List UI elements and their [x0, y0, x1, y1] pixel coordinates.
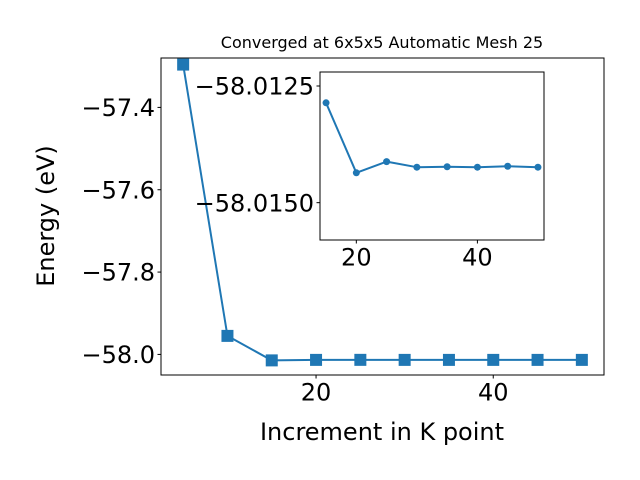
main-series-line [182, 64, 582, 362]
inset-data-point [443, 163, 451, 171]
inset-y-tick-label: −58.0150 [195, 189, 314, 217]
main-data-point [575, 353, 588, 366]
inset-data-point [473, 163, 481, 171]
main-data-point [265, 354, 278, 367]
main-y-tick-label: −57.6 [81, 176, 155, 204]
y-axis-label: Energy (eV) [32, 145, 60, 287]
main-data-point [310, 353, 323, 366]
inset-series [322, 99, 542, 177]
inset-series-line [325, 102, 538, 174]
main-data-point [398, 353, 411, 366]
main-y-tick-label: −57.4 [81, 94, 155, 122]
inset-data-point [383, 158, 391, 166]
main-axes: 20 40 −58.0 −57.8 −57.6 −57.4 Converged at 6x… [32, 33, 605, 446]
inset-x-tick-label: 20 [341, 243, 372, 271]
main-data-point [487, 353, 500, 366]
inset-plot-frame [319, 71, 545, 241]
main-ticks: 20 40 −58.0 −57.8 −57.6 −57.4 [81, 94, 508, 406]
main-y-tick-label: −57.8 [81, 259, 155, 287]
inset-y-tick-label: −58.0125 [195, 73, 314, 101]
main-plot-frame [160, 57, 605, 376]
main-data-point [531, 353, 544, 366]
main-x-tick-label: 20 [301, 378, 332, 406]
main-series [177, 58, 588, 367]
main-data-point [442, 353, 455, 366]
inset-data-point [413, 163, 421, 171]
inset-data-point [352, 169, 360, 177]
inset-ticks: 20 40 −58.0150 −58.0125 [195, 73, 493, 272]
inset-x-tick-label: 40 [462, 243, 493, 271]
inset-axes: 20 40 −58.0150 −58.0125 [195, 71, 545, 272]
main-x-tick-label: 40 [478, 378, 509, 406]
inset-data-point [504, 162, 512, 170]
main-data-point [177, 58, 190, 71]
inset-data-point [322, 99, 330, 107]
inset-background [320, 72, 544, 240]
main-y-tick-label: −58.0 [81, 341, 155, 369]
x-axis-label: Increment in K point [260, 418, 504, 446]
main-data-point [354, 353, 367, 366]
chart-title: Converged at 6x5x5 Automatic Mesh 25 [221, 33, 543, 52]
inset-data-point [534, 163, 542, 171]
main-data-point [221, 329, 234, 342]
